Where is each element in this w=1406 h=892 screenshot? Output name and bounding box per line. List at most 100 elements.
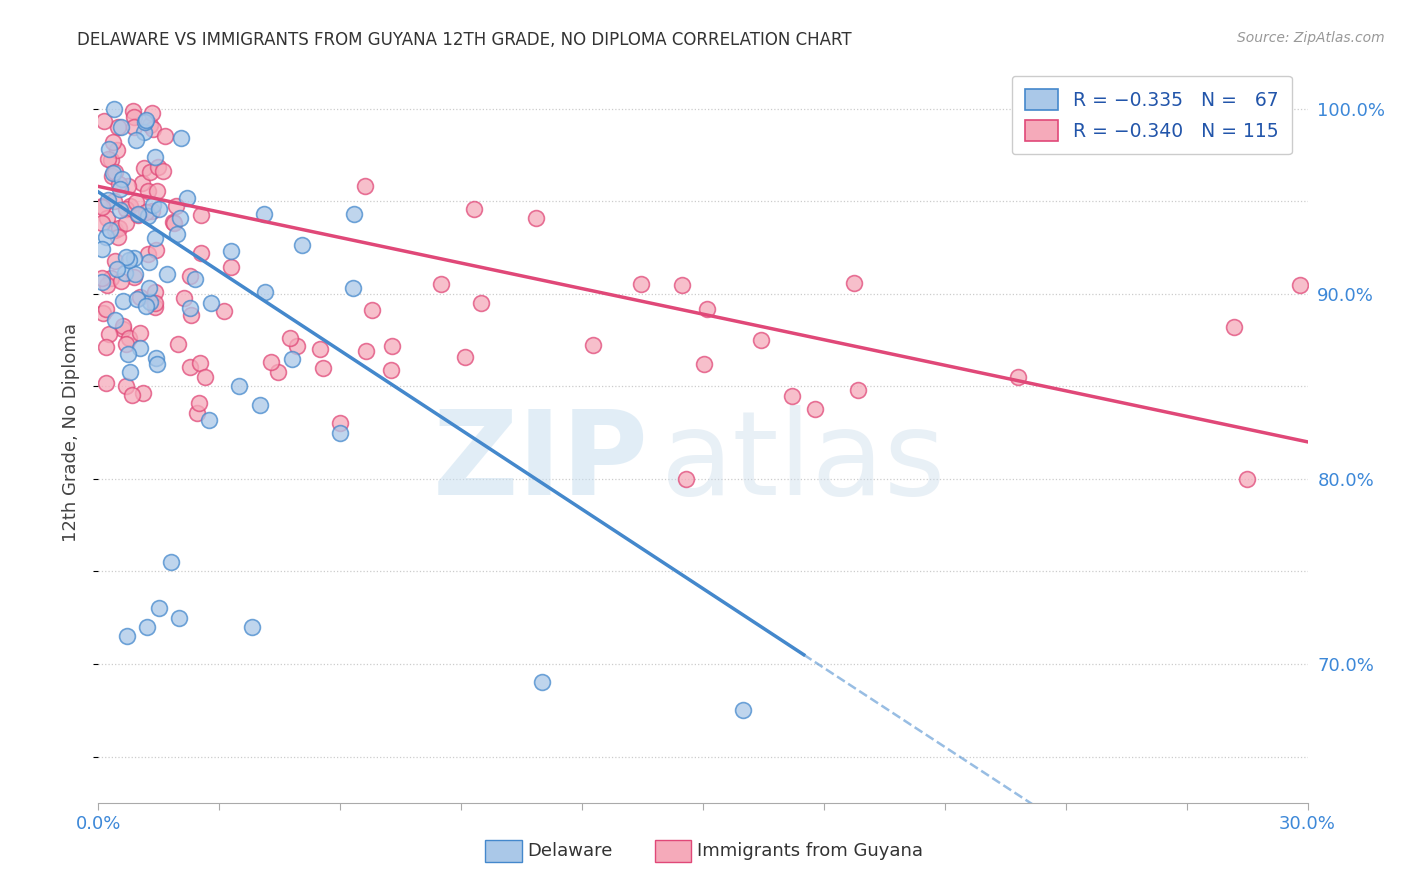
Point <box>780 389 803 403</box>
Point <box>124 267 146 281</box>
Point <box>219 244 242 259</box>
Point <box>143 301 166 315</box>
Point <box>117 179 139 194</box>
Point <box>179 301 201 315</box>
Point <box>100 270 122 285</box>
Bar <box>485 840 522 862</box>
Point <box>143 150 166 164</box>
Point <box>134 161 156 176</box>
Point <box>120 199 142 213</box>
Point <box>103 102 125 116</box>
Point <box>97 327 120 342</box>
Point <box>278 330 301 344</box>
Point <box>1223 320 1246 334</box>
Point <box>530 675 553 690</box>
Point <box>111 319 134 334</box>
Point <box>118 331 141 345</box>
Point <box>104 164 127 178</box>
Point <box>129 326 152 340</box>
Point <box>188 355 211 369</box>
Point <box>105 143 128 157</box>
Point <box>112 293 135 308</box>
Point <box>111 322 134 336</box>
Bar <box>655 840 690 862</box>
Point <box>454 351 477 365</box>
Point <box>228 379 250 393</box>
Point <box>329 417 352 431</box>
Point <box>291 238 314 252</box>
Point <box>380 362 402 376</box>
Point <box>107 229 129 244</box>
Point <box>198 413 221 427</box>
Point <box>429 277 451 292</box>
Point <box>115 202 138 216</box>
Point <box>115 629 138 643</box>
Point <box>156 267 179 281</box>
Point <box>1289 277 1312 292</box>
Point <box>97 152 120 166</box>
Point <box>91 270 114 285</box>
Point <box>135 620 157 634</box>
Point <box>671 277 693 292</box>
Point <box>124 110 146 124</box>
Point <box>135 113 157 128</box>
Text: Immigrants from Guyana: Immigrants from Guyana <box>697 842 922 860</box>
Point <box>253 207 276 221</box>
Point <box>127 208 149 222</box>
Text: atlas: atlas <box>661 405 946 520</box>
Point <box>165 199 187 213</box>
Point <box>190 208 212 222</box>
Point <box>96 278 118 293</box>
Point <box>200 295 222 310</box>
Point <box>162 215 184 229</box>
Point <box>260 355 283 369</box>
Point <box>134 125 156 139</box>
Point <box>152 163 174 178</box>
Point <box>145 285 167 300</box>
Point <box>1007 370 1029 384</box>
Point <box>91 201 114 215</box>
Point <box>122 104 145 119</box>
Point <box>804 401 827 416</box>
Point <box>675 472 697 486</box>
Point <box>108 182 131 196</box>
Point <box>733 703 755 717</box>
Point <box>125 195 148 210</box>
Point <box>167 337 190 351</box>
Text: Source: ZipAtlas.com: Source: ZipAtlas.com <box>1237 31 1385 45</box>
Point <box>94 230 117 244</box>
Point <box>138 165 160 179</box>
Point <box>582 338 605 352</box>
Point <box>285 339 308 353</box>
Point <box>96 341 118 355</box>
Point <box>145 357 167 371</box>
Point <box>381 338 404 352</box>
Point <box>184 272 207 286</box>
Point <box>142 197 165 211</box>
Point <box>104 312 127 326</box>
Point <box>135 204 157 219</box>
Point <box>169 211 191 226</box>
Point <box>122 270 145 285</box>
Point <box>463 202 485 216</box>
Text: Delaware: Delaware <box>527 842 613 860</box>
Point <box>125 292 148 306</box>
Point <box>342 281 364 295</box>
Point <box>100 169 122 184</box>
Point <box>312 361 335 376</box>
Point <box>104 254 127 268</box>
Point <box>103 166 125 180</box>
Point <box>131 176 153 190</box>
Point <box>696 301 718 316</box>
Point <box>114 266 136 280</box>
Point <box>188 395 211 409</box>
Point <box>136 184 159 198</box>
Point <box>253 285 276 300</box>
Point <box>281 351 304 366</box>
Point <box>136 246 159 260</box>
Point <box>212 304 235 318</box>
Point <box>127 207 149 221</box>
Point <box>524 211 547 225</box>
Point <box>249 398 271 412</box>
Point <box>96 376 118 390</box>
